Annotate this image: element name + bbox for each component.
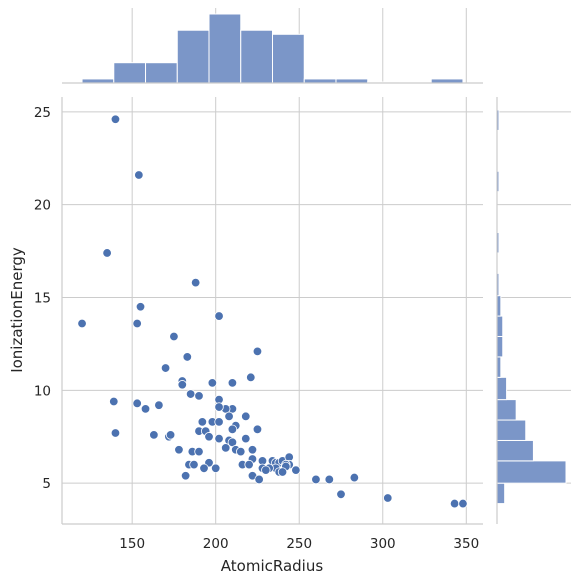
y-histogram-bar [496,315,504,337]
scatter-point [254,474,264,485]
y-histogram-bar [496,482,506,505]
x-tick-label: 300 [370,536,396,552]
scatter-point [154,400,164,410]
y-histogram-bar [496,460,567,484]
scatter-point [241,411,251,422]
y-tick-label: 15 [34,291,51,307]
scatter-point [247,445,258,455]
scatter-point [227,378,238,388]
scatter-point [109,396,119,407]
main-scatter-axes: 150 200 250 300 350 5 10 15 20 25 Atomic… [8,97,483,575]
scatter-point [311,474,321,485]
x-histogram-bar [208,13,242,84]
y-axis-label: IonizationEnergy [8,247,26,373]
scatter-point [77,318,87,329]
scatter-point [277,467,288,477]
x-axis-label: AtomicRadius [221,557,324,575]
scatter-point [291,465,301,475]
scatter-point [110,428,121,438]
scatter-point [177,380,187,390]
scatter-point [197,417,208,427]
scatter-point [189,459,199,470]
scatter-point [252,424,263,435]
scatter-point [349,472,360,483]
scatter-point [132,398,142,409]
x-tick-label: 150 [119,536,145,552]
x-histogram-bar [335,78,369,84]
right-marginal-histogram [496,97,571,524]
y-histogram-bar [496,439,534,462]
scatter-point [241,433,251,444]
scatter-point [194,391,204,401]
x-histogram-bar [176,29,210,84]
y-tick-label: 20 [34,198,51,214]
y-tick-label: 25 [34,105,51,121]
y-tick-label: 10 [34,383,51,399]
scatter-point [132,318,142,329]
x-tick-label: 350 [453,536,479,552]
y-histogram-bar [496,335,504,358]
scatter-point [246,372,256,383]
y-tick-label: 5 [42,476,51,492]
scatter-point [160,363,171,373]
scatter-point [210,463,221,474]
scatter-point [227,424,238,435]
scatter-point [458,498,468,509]
scatter-point [261,465,271,475]
x-histogram-bar [430,78,464,84]
scatter-point [194,446,204,457]
scatter-point [174,445,184,455]
x-histogram-bar [303,78,337,84]
scatter-point [214,402,224,412]
y-histogram-bar [496,376,508,401]
scatter-point [252,346,263,357]
scatter-point [449,498,460,509]
x-histogram-bar [81,78,115,84]
scatter-point [214,433,224,444]
top-marginal-histogram [62,8,483,84]
scatter-point [134,170,144,180]
x-tick-label: 200 [203,536,229,552]
x-histogram-bar [240,29,273,84]
y-histogram-bar [496,419,527,441]
scatter-point [185,389,196,399]
scatter-point [182,352,192,362]
scatter-point [204,432,214,442]
x-histogram-bar [272,33,305,84]
scatter-point [149,430,159,440]
scatter-point [165,430,176,440]
scatter-point [180,471,191,481]
scatter-point [135,302,146,312]
y-histogram-bar [496,399,517,421]
scatter-point [383,493,393,503]
scatter-point [110,114,121,124]
scatter-point [221,443,231,453]
scatter-point [236,446,246,457]
scatter-point [336,489,346,499]
scatter-point [102,248,112,258]
x-histogram-bar [113,62,147,84]
scatter-point [214,417,224,427]
scatter-point [140,404,151,414]
scatter-point [224,411,234,422]
scatter-point [244,459,254,470]
scatter-point [207,378,218,388]
scatter-point [169,331,179,342]
x-histogram-bar [145,62,178,84]
x-tick-label: 250 [286,536,312,552]
scatter-point [324,474,335,485]
scatter-point [190,277,201,288]
scatter-point [199,463,209,474]
scatter-point [214,311,224,321]
